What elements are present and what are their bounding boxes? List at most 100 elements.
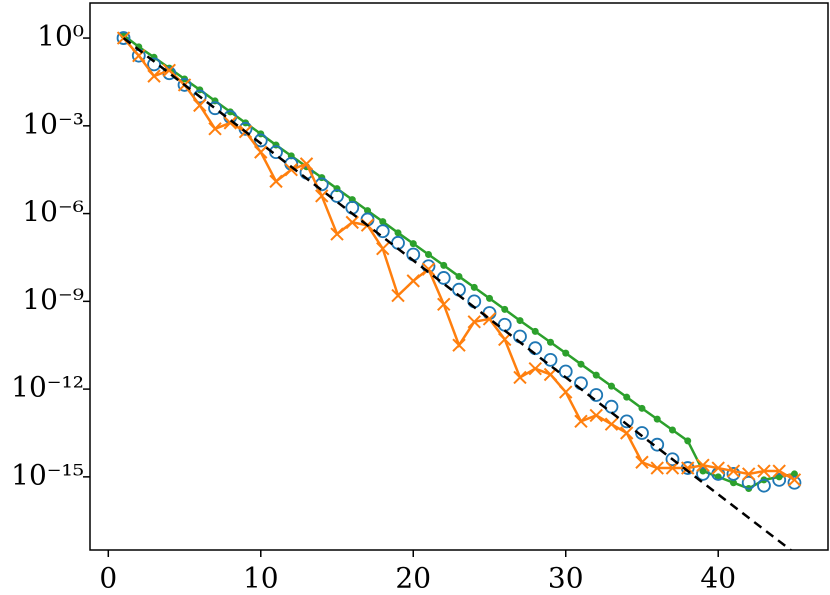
y-tick-label: 10⁻³ <box>22 107 84 140</box>
x-tick-label: 30 <box>548 562 584 595</box>
marker <box>177 78 192 92</box>
marker <box>253 133 268 148</box>
marker <box>787 473 802 487</box>
marker <box>406 274 420 288</box>
x-tick-label: 20 <box>395 562 431 595</box>
marker <box>467 315 481 329</box>
marker <box>223 116 237 130</box>
marker <box>375 224 390 239</box>
plot-frame <box>89 2 829 551</box>
marker <box>421 262 436 276</box>
marker <box>193 98 207 113</box>
marker <box>409 240 417 248</box>
marker <box>208 122 222 136</box>
marker <box>681 461 695 475</box>
marker <box>147 57 161 72</box>
marker <box>452 282 466 297</box>
marker <box>665 461 680 475</box>
marker <box>711 461 725 475</box>
marker <box>501 305 509 313</box>
marker <box>440 261 448 269</box>
marker <box>726 464 741 478</box>
marker <box>513 370 527 385</box>
marker <box>790 470 798 478</box>
x-tick-label: 40 <box>700 562 736 595</box>
marker <box>269 174 283 189</box>
marker <box>772 472 787 487</box>
marker <box>364 207 372 215</box>
marker <box>455 272 463 280</box>
x-tick-label: 0 <box>99 562 117 595</box>
marker <box>345 200 360 215</box>
marker <box>742 467 756 481</box>
marker <box>729 479 737 487</box>
marker <box>559 385 573 399</box>
marker <box>485 294 493 302</box>
marker <box>699 467 707 475</box>
marker <box>589 388 604 402</box>
marker <box>162 63 176 78</box>
marker <box>574 414 588 429</box>
marker <box>635 455 649 469</box>
marker <box>284 163 298 177</box>
marker <box>604 399 619 414</box>
series-line <box>122 37 793 550</box>
marker <box>394 229 402 237</box>
marker <box>757 478 771 493</box>
y-tick-label: 10⁻⁹ <box>22 283 84 316</box>
y-tick-label: 10⁻¹² <box>11 371 84 404</box>
marker <box>269 145 283 160</box>
marker <box>546 338 554 346</box>
marker <box>620 426 634 440</box>
marker <box>531 327 539 335</box>
marker <box>775 473 783 481</box>
series-line <box>122 37 796 481</box>
marker <box>470 283 478 291</box>
marker <box>650 461 664 475</box>
marker <box>379 218 387 226</box>
marker <box>376 241 390 256</box>
marker <box>757 464 771 478</box>
marker <box>650 437 665 452</box>
marker <box>619 414 634 429</box>
marker <box>592 371 600 379</box>
marker <box>437 297 451 312</box>
x-tick-label: 10 <box>243 562 279 595</box>
marker <box>345 215 359 230</box>
marker <box>425 250 433 258</box>
y-tick-label: 10⁻¹⁵ <box>11 458 84 491</box>
marker <box>623 393 631 401</box>
marker <box>574 376 588 391</box>
marker <box>607 382 615 390</box>
marker <box>528 341 543 356</box>
plot-area <box>116 31 802 550</box>
y-tick-label: 10⁰ <box>37 20 84 53</box>
marker <box>589 408 603 423</box>
marker <box>452 338 466 352</box>
marker <box>513 329 527 344</box>
marker <box>208 101 222 116</box>
marker <box>726 467 741 481</box>
marker <box>147 69 161 83</box>
marker <box>696 458 710 472</box>
marker <box>577 360 585 368</box>
marker <box>315 189 329 203</box>
marker <box>516 317 524 325</box>
marker <box>696 467 710 481</box>
marker <box>638 404 646 412</box>
marker <box>604 417 619 431</box>
marker <box>498 332 512 347</box>
marker <box>528 361 542 376</box>
marker <box>558 364 573 379</box>
marker <box>714 473 722 481</box>
marker <box>497 317 512 332</box>
marker <box>684 437 692 445</box>
marker <box>787 475 802 490</box>
y-tick-label: 10⁻⁶ <box>22 195 84 228</box>
marker <box>668 426 676 434</box>
marker <box>391 235 405 250</box>
marker <box>741 475 756 490</box>
marker <box>330 227 344 241</box>
